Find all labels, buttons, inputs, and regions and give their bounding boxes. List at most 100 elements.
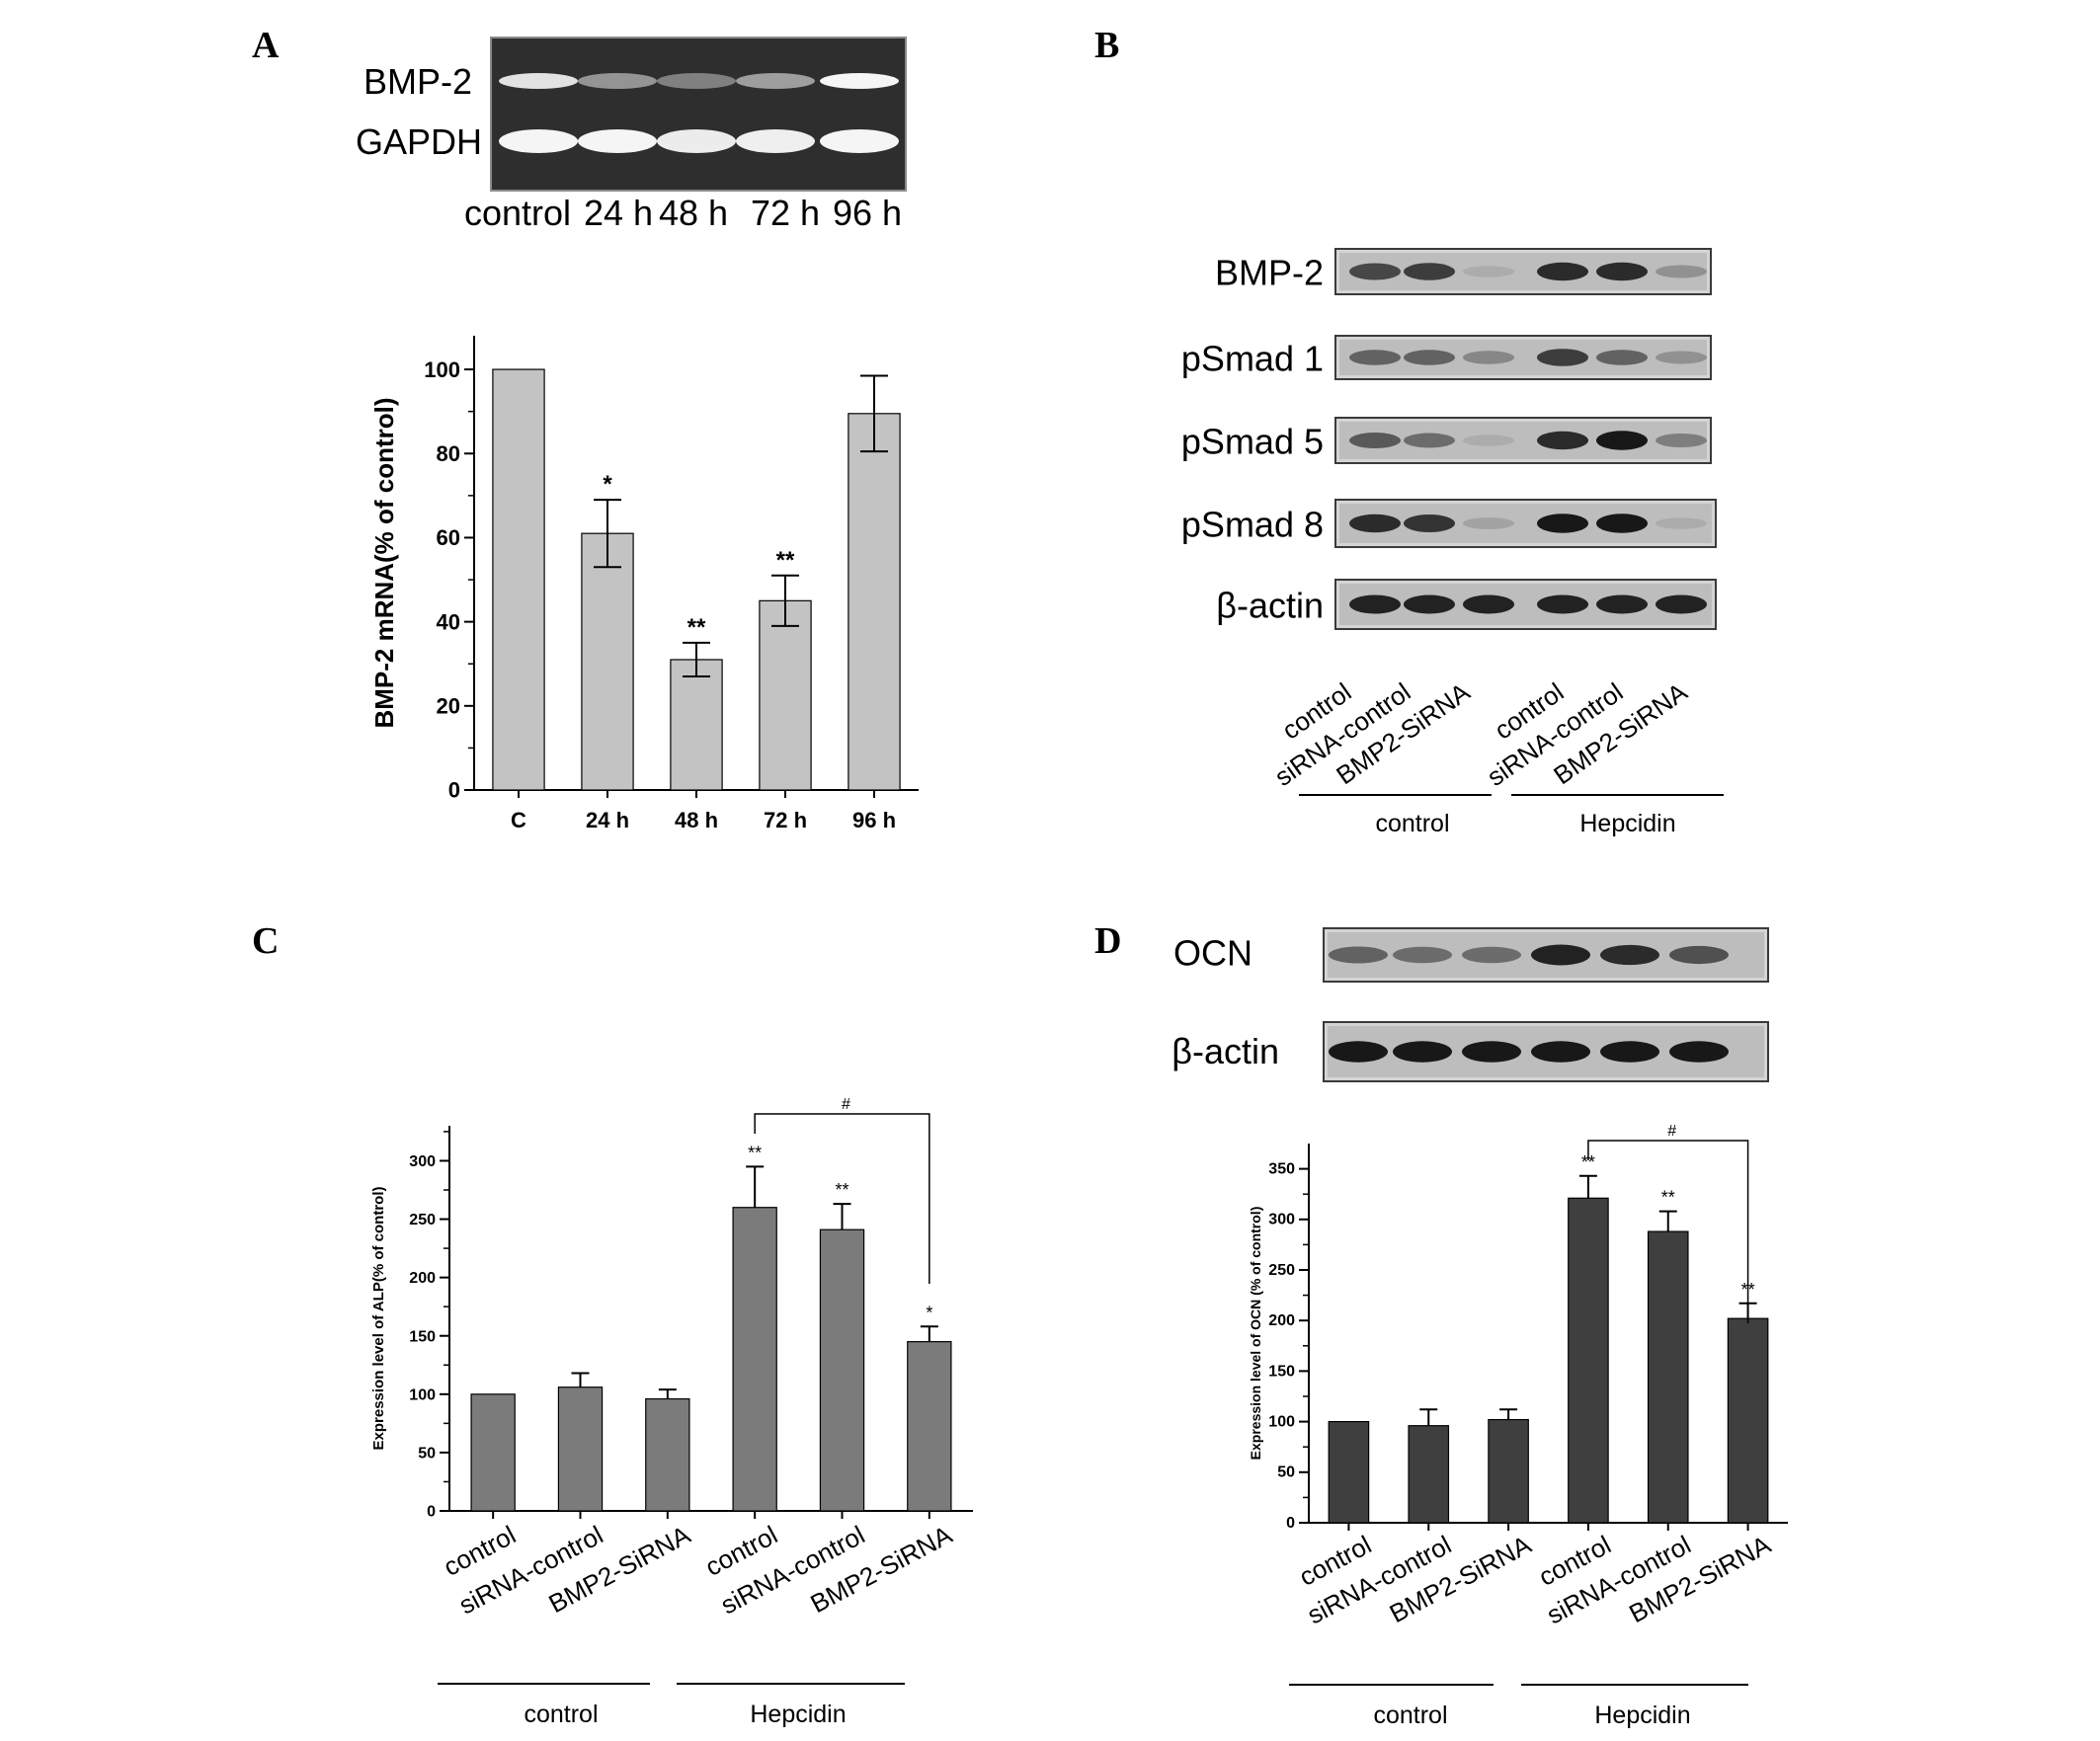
bar [819,1228,865,1512]
blot-background [1339,584,1712,625]
blot-band [1656,434,1707,447]
bar [1328,1420,1370,1524]
blot-band [1537,262,1588,281]
blot-band [1537,594,1588,614]
blot-band [1463,266,1514,277]
blot-band [1393,946,1452,964]
gel-band [578,73,657,89]
gel-band [657,73,736,89]
panel-d-blots: OCN β-actin [1171,927,1769,1082]
gel-row-label: BMP-2 [363,61,472,102]
bar [1488,1418,1529,1524]
blot-band [1329,1041,1388,1063]
blot-band [1463,594,1514,614]
x-tick-label: 24 h [586,808,629,832]
gel-band [736,73,815,89]
gel-lane-label: control [464,193,571,233]
blot-band [1656,517,1707,529]
y-tick-label: 150 [409,1328,436,1345]
blot-band [1349,433,1401,448]
blot-band [1404,350,1455,365]
blot-band [1462,1041,1521,1063]
bar [848,413,901,791]
x-tick-label: 96 h [852,808,896,832]
significance-label: ** [748,1143,762,1162]
x-tick-label: 72 h [764,808,807,832]
blot-band [1462,946,1521,964]
y-tick-label: 200 [1268,1312,1295,1329]
group-label: Hepcidin [1594,1701,1690,1729]
blot-label: pSmad 8 [1181,504,1324,544]
blot-band [1404,514,1455,532]
y-tick-label: 50 [1277,1464,1295,1481]
significance-label: ** [776,547,795,574]
y-axis-label: Expression level of ALP(% of control) [370,1187,387,1451]
blot-band [1349,350,1401,365]
y-tick-label: 20 [437,694,460,719]
y-tick-label: 150 [1268,1363,1295,1380]
bar [470,1393,516,1512]
bar [1408,1425,1450,1524]
y-tick-label: 40 [437,609,460,634]
x-tick-label: C [511,808,526,832]
gel-band [736,129,815,153]
bar [581,532,634,791]
blot-band [1463,517,1514,529]
gel-band [578,129,657,153]
y-tick-label: 300 [409,1153,436,1170]
y-tick-label: 300 [1268,1212,1295,1228]
y-tick-label: 350 [1268,1161,1295,1178]
x-tick-label: 48 h [675,808,718,832]
blot-band [1656,265,1707,278]
blot-band [1596,262,1648,281]
blot-band [1537,514,1588,533]
blot-band [1669,945,1729,965]
blot-band [1656,351,1707,364]
bar [1568,1197,1609,1524]
gel-lane-label: 48 h [659,193,728,233]
y-tick-label: 250 [1268,1262,1295,1279]
blot-band [1349,514,1401,533]
blot-band [1596,431,1648,450]
blot-band [1537,349,1588,366]
y-tick-label: 0 [427,1504,436,1521]
blot-label: β-actin [1216,585,1324,625]
blot-label: β-actin [1171,1031,1279,1071]
bracket-label: # [1667,1123,1676,1140]
y-tick-label: 100 [1268,1414,1295,1431]
blot-label: pSmad 5 [1181,421,1324,461]
y-tick-label: 100 [424,357,460,382]
gel-band [657,129,736,153]
bar [670,659,723,791]
significance-bracket [754,1113,930,1284]
blot-band [1596,350,1648,365]
y-tick-label: 200 [409,1270,436,1287]
panel-c-letter: C [252,920,279,962]
group-label: Hepcidin [750,1701,846,1728]
gel-lane-label: 24 h [584,193,653,233]
blot-band [1349,263,1401,280]
significance-label: ** [1581,1152,1595,1172]
blot-label: OCN [1173,933,1252,974]
bar [732,1207,777,1512]
blot-band [1596,594,1648,614]
bracket-label: # [842,1096,850,1113]
significance-label: ** [835,1180,848,1200]
panel-a-letter: A [252,25,280,66]
panel-a-gel: BMP-2 GAPDH control 24 h 48 h 72 h 96 h [356,37,907,233]
blot-band [1600,1041,1659,1063]
panel-b-blots: BMP-2 pSmad 1 pSmad 5 pSmad 8 β-actin control… [1181,248,1724,837]
bar [645,1397,690,1512]
blot-band [1596,514,1648,533]
blot-band [1531,944,1590,966]
significance-bracket [1587,1140,1749,1323]
gel-lane-label: 96 h [833,193,902,233]
gel-background [490,37,907,192]
bar [759,599,812,791]
blot-band [1531,1041,1590,1063]
y-tick-label: 100 [409,1386,436,1403]
